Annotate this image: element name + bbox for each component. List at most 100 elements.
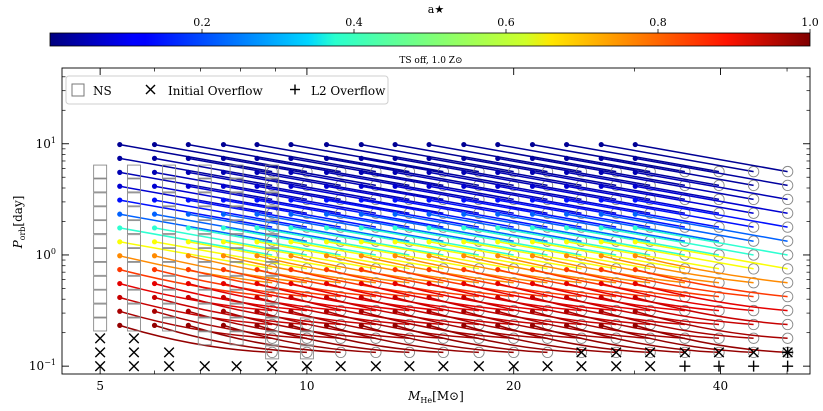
track-start-point (358, 308, 364, 314)
track-start-point (632, 294, 638, 301)
track-start-point (461, 253, 467, 259)
track-line (601, 213, 754, 242)
track-line (223, 213, 377, 242)
track-line (601, 157, 754, 187)
track-start-point (392, 266, 398, 273)
track-start-point (185, 322, 191, 328)
track-start-point (185, 211, 191, 217)
track-start-point (461, 266, 467, 273)
initial-overflow-marker (713, 347, 725, 358)
track-start-point (220, 211, 227, 217)
initial-overflow-marker (94, 360, 106, 372)
track-line (361, 227, 514, 256)
track-end-marker (403, 346, 416, 359)
track-line (463, 143, 617, 173)
track-end-marker (301, 346, 313, 359)
track-start-point (151, 239, 158, 245)
track-line (290, 213, 444, 242)
track-line (256, 324, 410, 354)
track-start-point (495, 183, 501, 189)
track-line (154, 199, 308, 228)
track-line (326, 241, 480, 270)
track-start-point (220, 280, 227, 287)
track-line (601, 255, 754, 284)
track-start-point (185, 197, 191, 203)
track-line (497, 157, 651, 187)
ns-marker (162, 303, 177, 318)
ns-marker (126, 178, 141, 193)
track-end-marker (713, 332, 725, 344)
track-end-marker (541, 346, 554, 359)
track-start-point (529, 141, 536, 148)
ns-marker (229, 317, 244, 332)
ns-marker (93, 192, 108, 207)
track-start-point (151, 253, 158, 259)
ns-marker (265, 164, 280, 179)
initial-overflow-marker (163, 347, 175, 358)
ns-marker (93, 234, 108, 249)
track-start-point (426, 225, 432, 231)
track-end-marker (679, 263, 691, 275)
track-end-marker (266, 346, 278, 359)
track-start-point (358, 141, 364, 148)
track-start-point (495, 169, 501, 175)
track-line (223, 171, 377, 201)
track-end-marker (335, 193, 347, 206)
track-start-point (185, 141, 191, 148)
track-line (394, 157, 548, 187)
track-start-point (632, 211, 638, 217)
track-start-point (632, 308, 638, 314)
track-end-marker (644, 221, 656, 233)
track-line (223, 143, 377, 173)
track-start-point (495, 253, 501, 259)
track-start-point (426, 280, 432, 287)
track-line (497, 296, 651, 326)
colorbar-label: a★ (428, 3, 445, 16)
track-line (566, 324, 720, 354)
track-end-marker (508, 179, 520, 192)
track-end-marker (781, 290, 794, 303)
track-start-point (598, 211, 604, 217)
track-end-marker (266, 221, 278, 233)
track-line (532, 157, 686, 187)
track-start-point (151, 225, 158, 231)
initial-overflow-marker (576, 347, 587, 358)
track-start-point (254, 280, 260, 287)
plot-frame (61, 67, 811, 375)
track-start-point (288, 294, 294, 301)
track-start-point (529, 239, 536, 245)
track-start-point (632, 253, 638, 259)
track-end-marker (335, 263, 347, 275)
track-end-marker (781, 318, 794, 331)
track-line (394, 241, 548, 270)
ns-marker (229, 178, 244, 193)
track-line (566, 185, 720, 215)
track-start-point (151, 280, 158, 287)
track-line (428, 143, 582, 173)
ns-marker (229, 331, 244, 346)
track-start-point (632, 183, 638, 189)
initial-overflow-marker (128, 347, 140, 358)
track-start-point (117, 294, 123, 301)
track-end-marker (541, 179, 554, 192)
track-end-marker (473, 221, 485, 233)
track-end-marker (679, 346, 691, 359)
track-end-marker (679, 179, 691, 192)
track-start-point (323, 308, 330, 314)
track-end-marker (575, 193, 588, 206)
ns-marker (162, 164, 177, 179)
track-start-point (598, 253, 604, 259)
initial-overflow-marker (610, 360, 622, 372)
track-line (290, 241, 444, 270)
initial-overflow-marker (128, 333, 140, 344)
track-start-point (598, 169, 604, 175)
track-start-point (117, 239, 123, 245)
track-end-marker (266, 179, 278, 192)
track-line (223, 185, 377, 215)
ns-marker (265, 345, 280, 360)
track-line (463, 324, 617, 354)
track-start-point (598, 308, 604, 314)
track-end-marker (644, 179, 656, 192)
track-start-point (598, 197, 604, 203)
track-start-point (495, 225, 501, 231)
